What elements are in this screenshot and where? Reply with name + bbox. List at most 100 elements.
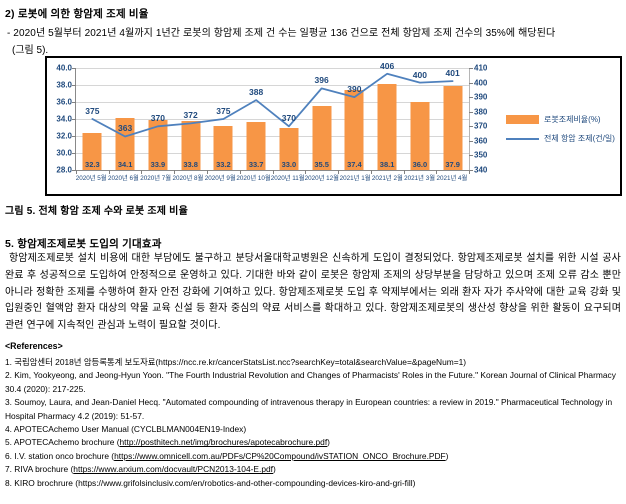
legend-item-bar: 로봇조제비율(%) bbox=[506, 113, 615, 126]
robot-ratio-bar: 33.7 bbox=[246, 121, 266, 170]
robot-ratio-bar: 35.5 bbox=[312, 106, 332, 170]
right-axis-tick-label: 370 bbox=[474, 121, 488, 131]
section-body: 항암제조제로봇 설치 비용에 대한 부담에도 불구하고 분당서울대학교병원은 신… bbox=[5, 253, 621, 332]
bar-value-label: 33.9 bbox=[150, 160, 166, 169]
reference-text: 3. Soumoy, Laura, and Jean-Daniel Hecq. … bbox=[5, 397, 613, 421]
robot-ratio-bar: 33.2 bbox=[213, 125, 233, 170]
right-axis-tick-label: 340 bbox=[474, 165, 488, 175]
line-value-label: 370 bbox=[281, 113, 296, 124]
robot-ratio-bar: 33.8 bbox=[181, 120, 201, 170]
left-axis-tick bbox=[72, 135, 76, 137]
x-axis-category-label: 2021년 4월 bbox=[436, 175, 468, 182]
subsection-heading: 2) 로봇에 의한 항암제 조제 비율 bbox=[5, 8, 149, 20]
bar-value-label: 34.1 bbox=[117, 160, 133, 169]
robot-ratio-bar: 32.3 bbox=[82, 133, 102, 170]
x-axis-tick bbox=[239, 170, 241, 174]
x-axis-tick bbox=[141, 170, 143, 174]
left-axis-tick-label: 34.0 bbox=[56, 114, 72, 124]
x-axis-tick bbox=[436, 170, 438, 174]
reference-link[interactable]: https://www.omnicell.com.au/PDFs/CP%20Co… bbox=[114, 450, 446, 461]
bar-series-swatch bbox=[506, 115, 539, 124]
line-value-label: 406 bbox=[380, 60, 395, 71]
section-heading: 5. 항암제조제로봇 도입의 기대효과 bbox=[5, 238, 162, 250]
x-axis-category-label: 2020년 9월 bbox=[204, 175, 236, 182]
robot-ratio-bar: 34.1 bbox=[115, 118, 135, 170]
reference-link[interactable]: http://posthitech.net/img/brochures/apot… bbox=[119, 437, 328, 448]
gridline bbox=[76, 153, 469, 154]
bar-value-label: 37.9 bbox=[445, 160, 460, 169]
right-axis-tick bbox=[469, 97, 473, 99]
right-axis-tick bbox=[469, 155, 473, 157]
left-axis-tick bbox=[72, 170, 76, 171]
line-value-label: 400 bbox=[412, 69, 427, 80]
total-compounding-line-series bbox=[91, 72, 454, 138]
robot-ratio-bar: 37.9 bbox=[443, 85, 463, 170]
bar-value-label: 38.1 bbox=[379, 160, 395, 169]
right-axis-tick bbox=[469, 111, 473, 113]
chart-legend: 로봇조제비율(%) 전체 항암 조제(건/일) bbox=[506, 113, 615, 151]
x-axis-tick bbox=[76, 170, 77, 174]
right-axis-tick-label: 350 bbox=[474, 150, 488, 160]
left-axis-tick bbox=[72, 84, 76, 86]
line-value-label: 390 bbox=[347, 84, 362, 95]
bar-value-label: 35.5 bbox=[314, 160, 329, 169]
line-value-label: 363 bbox=[118, 123, 133, 134]
figure-5-chart: 40.0 38.0 36.0 34.0 32.0 30.0 28.0 32.3 34.1 33.… bbox=[45, 56, 622, 196]
robot-ratio-bar: 33.9 bbox=[148, 119, 168, 170]
gridline bbox=[76, 119, 469, 120]
line-value-label: 375 bbox=[216, 106, 231, 116]
x-axis-category-label: 2020년 5월 bbox=[75, 175, 107, 182]
reference-item: 3. Soumoy, Laura, and Jean-Daniel Hecq. … bbox=[5, 396, 621, 423]
bullet-text-line1: - 2020년 5월부터 2021년 4월까지 1년간 로봇의 항암제 조제 건… bbox=[7, 28, 556, 39]
left-axis-tick-label: 38.0 bbox=[56, 80, 72, 90]
right-axis-tick-label: 390 bbox=[474, 92, 488, 102]
right-axis-tick bbox=[469, 68, 473, 69]
right-axis-tick bbox=[469, 82, 473, 84]
line-series-swatch bbox=[506, 137, 539, 140]
x-axis-category-label: 2020년 8월 bbox=[172, 175, 204, 182]
x-axis-tick bbox=[206, 170, 208, 174]
bar-value-label: 37.4 bbox=[347, 160, 362, 169]
line-value-label: 396 bbox=[314, 75, 329, 86]
left-axis-tick bbox=[72, 68, 76, 69]
left-axis-tick bbox=[72, 153, 76, 154]
bar-value-label: 33.7 bbox=[248, 160, 264, 169]
x-axis-tick bbox=[305, 170, 307, 174]
robot-ratio-bar: 38.1 bbox=[377, 84, 397, 170]
bar-value-label: 36.0 bbox=[412, 160, 428, 169]
line-value-label: 401 bbox=[445, 68, 460, 79]
line-value-label: 375 bbox=[85, 106, 100, 116]
right-axis-tick bbox=[469, 140, 473, 142]
right-axis-tick bbox=[469, 170, 473, 171]
x-axis-category-label: 2020년 7월 bbox=[140, 175, 172, 182]
left-axis-tick bbox=[72, 101, 76, 103]
x-axis-tick bbox=[272, 170, 274, 174]
left-axis-tick-label: 28.0 bbox=[56, 165, 72, 175]
x-axis-tick bbox=[108, 170, 110, 174]
reference-text: ) bbox=[445, 450, 449, 461]
x-axis-tick bbox=[174, 170, 176, 174]
robot-ratio-bar: 33.0 bbox=[279, 127, 299, 170]
right-axis-tick-label: 400 bbox=[474, 78, 488, 88]
reference-link[interactable]: https://www.arxium.com/docvault/PCN2013-… bbox=[73, 464, 273, 475]
references-list: 1. 국립암센터 2018년 암등록통계 보도자료(https://ncc.re… bbox=[5, 356, 621, 490]
right-axis-tick bbox=[469, 126, 473, 128]
legend-label-line: 전체 항암 조제(건/일) bbox=[544, 134, 615, 143]
bar-value-label: 33.2 bbox=[216, 160, 231, 169]
x-axis-category-label: 2021년 1월 bbox=[339, 175, 371, 182]
reference-text: ) bbox=[272, 464, 276, 475]
gridline bbox=[76, 84, 469, 86]
figure-caption: 그림 5. 전체 항암 조제 수와 로봇 조제 비율 bbox=[5, 206, 188, 217]
reference-text: 1. 국립암센터 2018년 암등록통계 보도자료(https://ncc.re… bbox=[5, 357, 467, 367]
line-value-label: 372 bbox=[183, 110, 198, 121]
reference-item: 7. RIVA brochure (https://www.arxium.com… bbox=[5, 463, 621, 476]
x-axis-labels: 2020년 5월 2020년 6월 2020년 7월 2020년 8월 2020년 9월… bbox=[75, 173, 468, 185]
gridline bbox=[76, 68, 469, 69]
x-axis-tick bbox=[337, 170, 339, 174]
reference-text: 4. APOTECAchemo User Manual (CYCLBLMAN00… bbox=[5, 424, 247, 435]
gridline bbox=[76, 101, 469, 103]
chart-plot-area: 32.3 34.1 33.9 33.8 33.2 33.7 33.0 35.5 37.4 38.1… bbox=[72, 61, 473, 174]
legend-label-bar: 로봇조제비율(%) bbox=[544, 115, 601, 124]
bar-value-label: 33.0 bbox=[281, 160, 297, 169]
x-axis-category-label: 2021년 3월 bbox=[404, 175, 436, 182]
